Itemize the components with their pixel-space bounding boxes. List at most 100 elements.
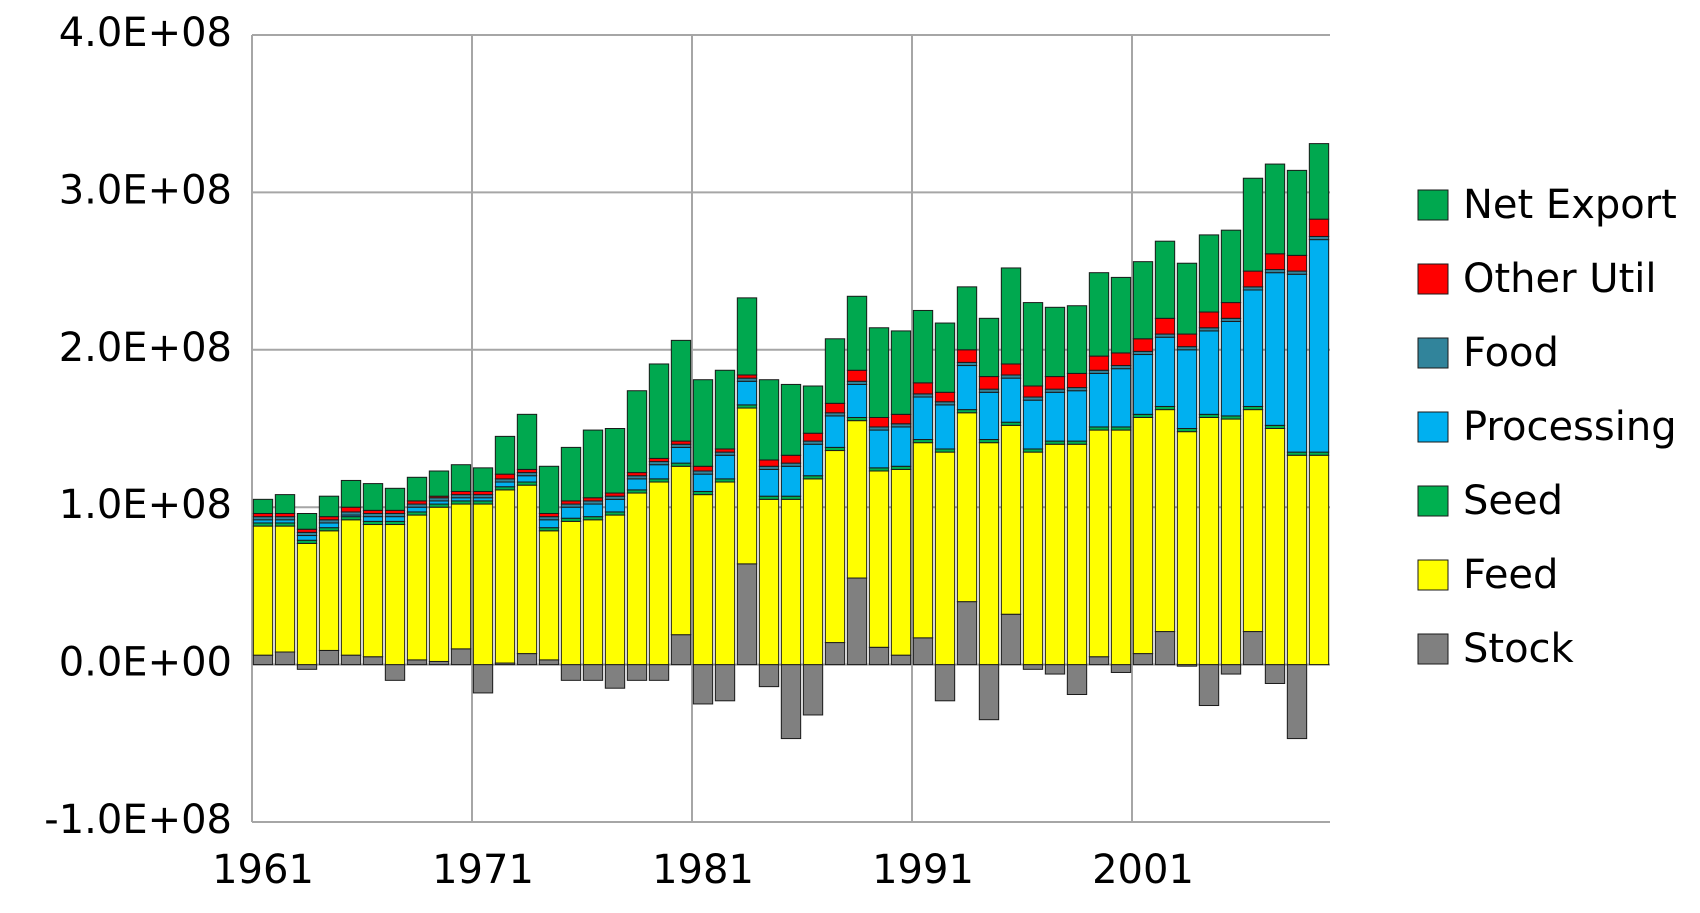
- bar-segment: [1000, 424, 1022, 615]
- bar-segment: [1220, 302, 1242, 319]
- bar-segment: [604, 664, 626, 689]
- legend-label: Stock: [1463, 626, 1575, 672]
- bar-segment: [934, 322, 956, 393]
- bar-segment: [516, 484, 538, 655]
- bar-segment: [846, 295, 868, 371]
- bar-segment: [384, 487, 406, 511]
- bar-segment: [1220, 320, 1242, 417]
- bar-segment: [1110, 664, 1132, 673]
- bar-segment: [340, 479, 362, 508]
- bar-segment: [1022, 385, 1044, 398]
- bar-segment: [538, 659, 560, 666]
- y-tick-label: 4.0E+08: [59, 10, 232, 56]
- bar-segment: [912, 637, 934, 666]
- bar-segment: [1110, 368, 1132, 428]
- legend-swatch: [1417, 633, 1449, 665]
- bar-segment: [1176, 333, 1198, 348]
- bar-segment: [692, 473, 714, 492]
- bar-segment: [1176, 349, 1198, 429]
- bar-segment: [1242, 631, 1264, 666]
- bar-segment: [934, 391, 956, 403]
- bar-segment: [274, 651, 296, 666]
- bar-segment: [758, 379, 780, 461]
- bar-segment: [868, 416, 890, 428]
- bar-segment: [318, 649, 340, 666]
- bar-segment: [758, 664, 780, 688]
- bar-segment: [890, 654, 912, 666]
- bar-segment: [1264, 253, 1286, 271]
- bar-segment: [252, 498, 274, 514]
- bar-segment: [450, 648, 472, 666]
- bar-segment: [1022, 302, 1044, 387]
- bar-segment: [340, 506, 362, 513]
- x-tick-label: 1981: [652, 847, 754, 893]
- y-tick-label: 0.0E+00: [59, 640, 232, 686]
- bar-segment: [538, 519, 560, 529]
- bar-segment: [1286, 454, 1308, 666]
- bar-segment: [780, 498, 802, 666]
- bar-segment: [560, 520, 582, 666]
- bar-segment: [538, 530, 560, 661]
- legend-swatch: [1417, 337, 1449, 369]
- bar-segment: [1308, 143, 1330, 220]
- legend-swatch: [1417, 559, 1449, 591]
- bar-segment: [1154, 240, 1176, 319]
- bar-segment: [1176, 262, 1198, 335]
- bar-segment: [978, 391, 1000, 441]
- bar-segment: [868, 429, 890, 469]
- bar-segment: [1132, 653, 1154, 666]
- bar-segment: [1242, 409, 1264, 633]
- bar-segment: [1264, 428, 1286, 666]
- bar-segment: [670, 446, 692, 464]
- bar-segment: [1110, 352, 1132, 367]
- bar-segment: [626, 664, 648, 681]
- bar-segment: [406, 514, 428, 661]
- bar-segment: [406, 506, 428, 513]
- bar-segment: [1242, 289, 1264, 407]
- bar-segment: [362, 656, 384, 666]
- bar-segment: [582, 503, 604, 518]
- bar-segment: [670, 339, 692, 442]
- bar-segment: [978, 442, 1000, 666]
- bar-segment: [890, 426, 912, 467]
- bar-segment: [758, 498, 780, 666]
- bar-segment: [736, 407, 758, 565]
- bar-segment: [516, 413, 538, 470]
- bar-segment: [1264, 163, 1286, 255]
- legend-swatch: [1417, 411, 1449, 443]
- x-tick-label: 1961: [212, 847, 314, 893]
- bar-segment: [890, 413, 912, 425]
- bar-segment: [956, 365, 978, 411]
- bar-segment: [472, 503, 494, 666]
- bar-segment: [1088, 656, 1110, 666]
- bar-segment: [670, 634, 692, 666]
- bar-segment: [692, 465, 714, 472]
- bar-segment: [1154, 317, 1176, 335]
- bar-segment: [1066, 664, 1088, 696]
- bar-segment: [604, 514, 626, 666]
- legend-label: Seed: [1463, 478, 1563, 524]
- bar-segment: [626, 478, 648, 491]
- bar-segment: [472, 467, 494, 492]
- bar-segment: [692, 494, 714, 666]
- bar-segment: [428, 470, 450, 497]
- bar-segment: [494, 435, 516, 475]
- bar-segment: [1176, 431, 1198, 666]
- bar-segment: [1286, 169, 1308, 256]
- bar-segment: [516, 653, 538, 666]
- bar-segment: [1088, 272, 1110, 357]
- bar-segment: [1044, 443, 1066, 666]
- bar-segment: [824, 402, 846, 414]
- bar-segment: [1088, 355, 1110, 371]
- bar-segment: [780, 383, 802, 456]
- bar-segment: [362, 483, 384, 511]
- bar-segment: [274, 525, 296, 653]
- bar-segment: [1308, 454, 1330, 666]
- bar-segment: [846, 577, 868, 666]
- bar-segment: [780, 465, 802, 497]
- bar-segment: [692, 664, 714, 705]
- bar-segment: [692, 379, 714, 467]
- bar-segment: [978, 376, 1000, 390]
- bar-segment: [1110, 276, 1132, 354]
